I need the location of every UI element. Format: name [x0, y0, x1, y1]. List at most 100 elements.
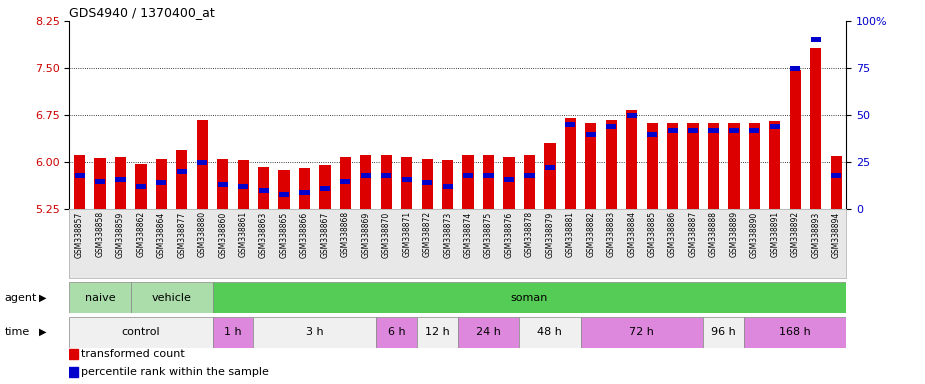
Bar: [278, 170, 290, 209]
Bar: [709, 128, 719, 133]
Bar: [213, 317, 253, 348]
Bar: [442, 161, 453, 209]
Bar: [519, 317, 581, 348]
Bar: [462, 155, 474, 209]
Text: naive: naive: [85, 293, 116, 303]
Bar: [177, 169, 187, 174]
Bar: [703, 317, 744, 348]
Bar: [69, 349, 78, 359]
Bar: [626, 110, 637, 209]
Text: GSM338863: GSM338863: [259, 211, 268, 258]
Text: GSM338870: GSM338870: [382, 211, 390, 258]
Bar: [586, 131, 596, 137]
Bar: [744, 317, 846, 348]
Bar: [381, 155, 392, 209]
Bar: [74, 155, 85, 209]
Text: transformed count: transformed count: [81, 349, 185, 359]
Bar: [238, 161, 249, 209]
Bar: [319, 165, 330, 209]
Bar: [69, 317, 213, 348]
Text: GSM338857: GSM338857: [75, 211, 84, 258]
Text: GSM338865: GSM338865: [279, 211, 289, 258]
Text: GSM338884: GSM338884: [627, 211, 636, 258]
Text: GSM338892: GSM338892: [791, 211, 800, 258]
Bar: [156, 180, 166, 185]
Bar: [564, 118, 576, 209]
Text: GSM338879: GSM338879: [546, 211, 554, 258]
Bar: [586, 123, 597, 209]
Text: 12 h: 12 h: [426, 327, 450, 337]
Bar: [300, 190, 310, 195]
Text: GSM338874: GSM338874: [463, 211, 473, 258]
Bar: [339, 157, 351, 209]
Bar: [176, 150, 188, 209]
Text: control: control: [121, 327, 160, 337]
Bar: [116, 177, 126, 182]
Text: GSM338888: GSM338888: [709, 211, 718, 257]
Bar: [524, 173, 535, 178]
Bar: [299, 168, 310, 209]
Bar: [504, 177, 514, 182]
Bar: [581, 317, 703, 348]
Bar: [688, 128, 698, 133]
Text: GSM338886: GSM338886: [668, 211, 677, 258]
Bar: [770, 121, 781, 209]
Bar: [565, 122, 575, 127]
Bar: [320, 186, 330, 191]
Text: percentile rank within the sample: percentile rank within the sample: [81, 367, 269, 377]
Text: 72 h: 72 h: [630, 327, 654, 337]
Bar: [69, 282, 130, 313]
Bar: [95, 179, 105, 184]
Bar: [831, 156, 842, 209]
Bar: [258, 167, 269, 209]
Text: GSM338878: GSM338878: [525, 211, 534, 258]
Bar: [213, 282, 846, 313]
Bar: [253, 317, 376, 348]
Bar: [115, 157, 126, 209]
Text: 3 h: 3 h: [306, 327, 324, 337]
Bar: [748, 123, 760, 209]
Bar: [728, 123, 739, 209]
Text: 1 h: 1 h: [224, 327, 241, 337]
Text: 6 h: 6 h: [388, 327, 405, 337]
Bar: [197, 160, 207, 165]
Text: 168 h: 168 h: [780, 327, 811, 337]
Bar: [648, 131, 657, 137]
Bar: [422, 180, 432, 185]
Text: GSM338893: GSM338893: [811, 211, 820, 258]
Text: agent: agent: [5, 293, 37, 303]
Text: GSM338876: GSM338876: [504, 211, 513, 258]
Text: GSM338889: GSM338889: [730, 211, 738, 258]
Bar: [238, 184, 248, 189]
Bar: [667, 123, 678, 209]
Bar: [463, 173, 474, 178]
Bar: [626, 113, 636, 118]
Bar: [75, 173, 85, 178]
Text: GSM338868: GSM338868: [341, 211, 350, 258]
Text: GSM338862: GSM338862: [137, 211, 145, 258]
Bar: [545, 166, 555, 170]
Text: GSM338890: GSM338890: [750, 211, 758, 258]
Bar: [197, 119, 208, 209]
Bar: [217, 159, 228, 209]
Bar: [749, 128, 759, 133]
Bar: [810, 48, 821, 209]
Bar: [606, 124, 616, 129]
Bar: [279, 192, 290, 197]
Text: GSM338877: GSM338877: [178, 211, 186, 258]
Text: GSM338864: GSM338864: [157, 211, 166, 258]
Bar: [340, 179, 351, 184]
Bar: [458, 317, 519, 348]
Text: GSM338875: GSM338875: [484, 211, 493, 258]
Bar: [729, 128, 739, 133]
Text: GSM338881: GSM338881: [566, 211, 574, 257]
Text: GSM338882: GSM338882: [586, 211, 596, 257]
Bar: [544, 144, 556, 209]
Bar: [360, 155, 372, 209]
Bar: [687, 123, 698, 209]
Bar: [810, 37, 820, 43]
Text: ▶: ▶: [39, 293, 46, 303]
Bar: [155, 159, 167, 209]
Bar: [130, 282, 213, 313]
Bar: [217, 182, 228, 187]
